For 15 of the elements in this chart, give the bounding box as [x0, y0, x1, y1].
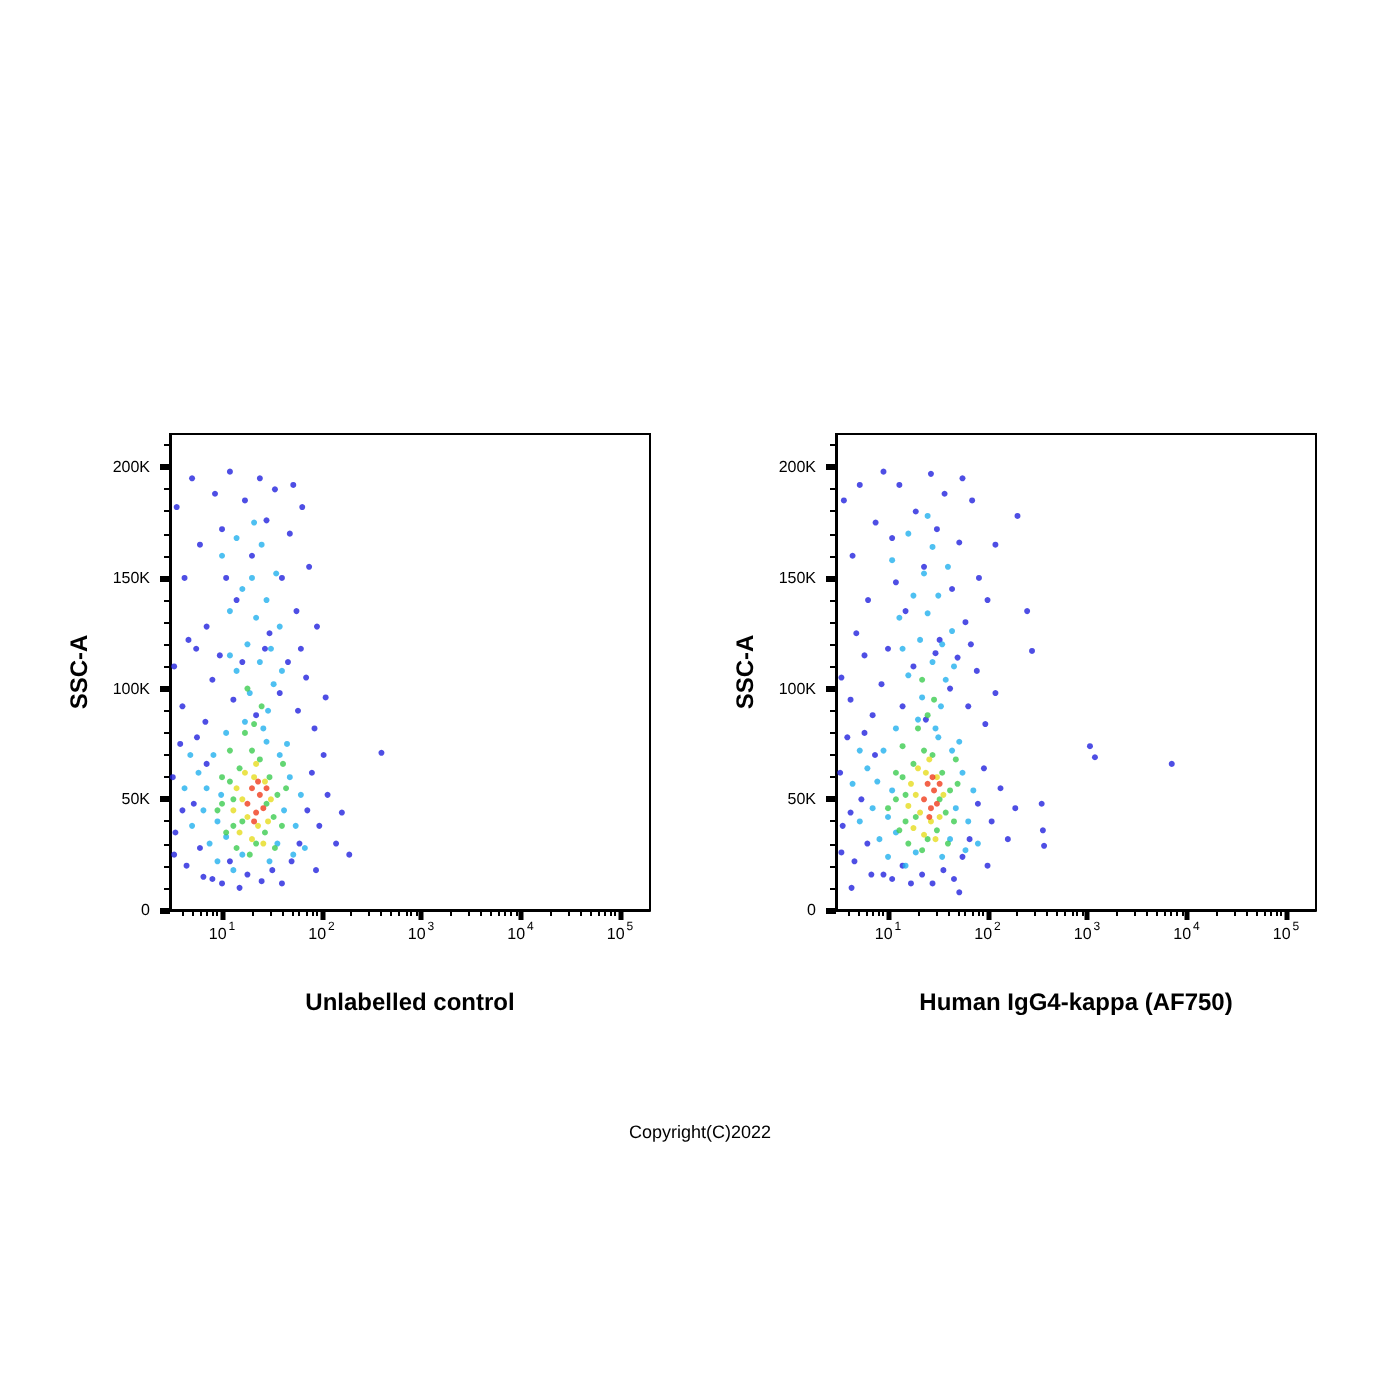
y-tick-label: 50K [121, 790, 152, 809]
x-axis-title: Human IgG4-kappa (AF750) [919, 988, 1233, 1016]
y-tick-label: 150K [778, 568, 818, 587]
y-tick-label: 50K [787, 790, 818, 809]
y-tick-label: 100K [778, 679, 818, 698]
y-tick-label: 150K [112, 568, 152, 587]
x-axis-title: Unlabelled control [305, 988, 515, 1016]
y-axis-title: SSC-A [64, 634, 93, 710]
text: Copyright(C)2022 [626, 1120, 774, 1144]
y-axis-title: SSC-A [730, 634, 759, 710]
y-tick-label: 100K [112, 679, 152, 698]
y-tick-label: 0 [141, 901, 152, 919]
y-tick-label: 200K [112, 458, 152, 477]
y-tick-label: 200K [778, 458, 818, 477]
y-tick-label: 0 [807, 901, 818, 919]
